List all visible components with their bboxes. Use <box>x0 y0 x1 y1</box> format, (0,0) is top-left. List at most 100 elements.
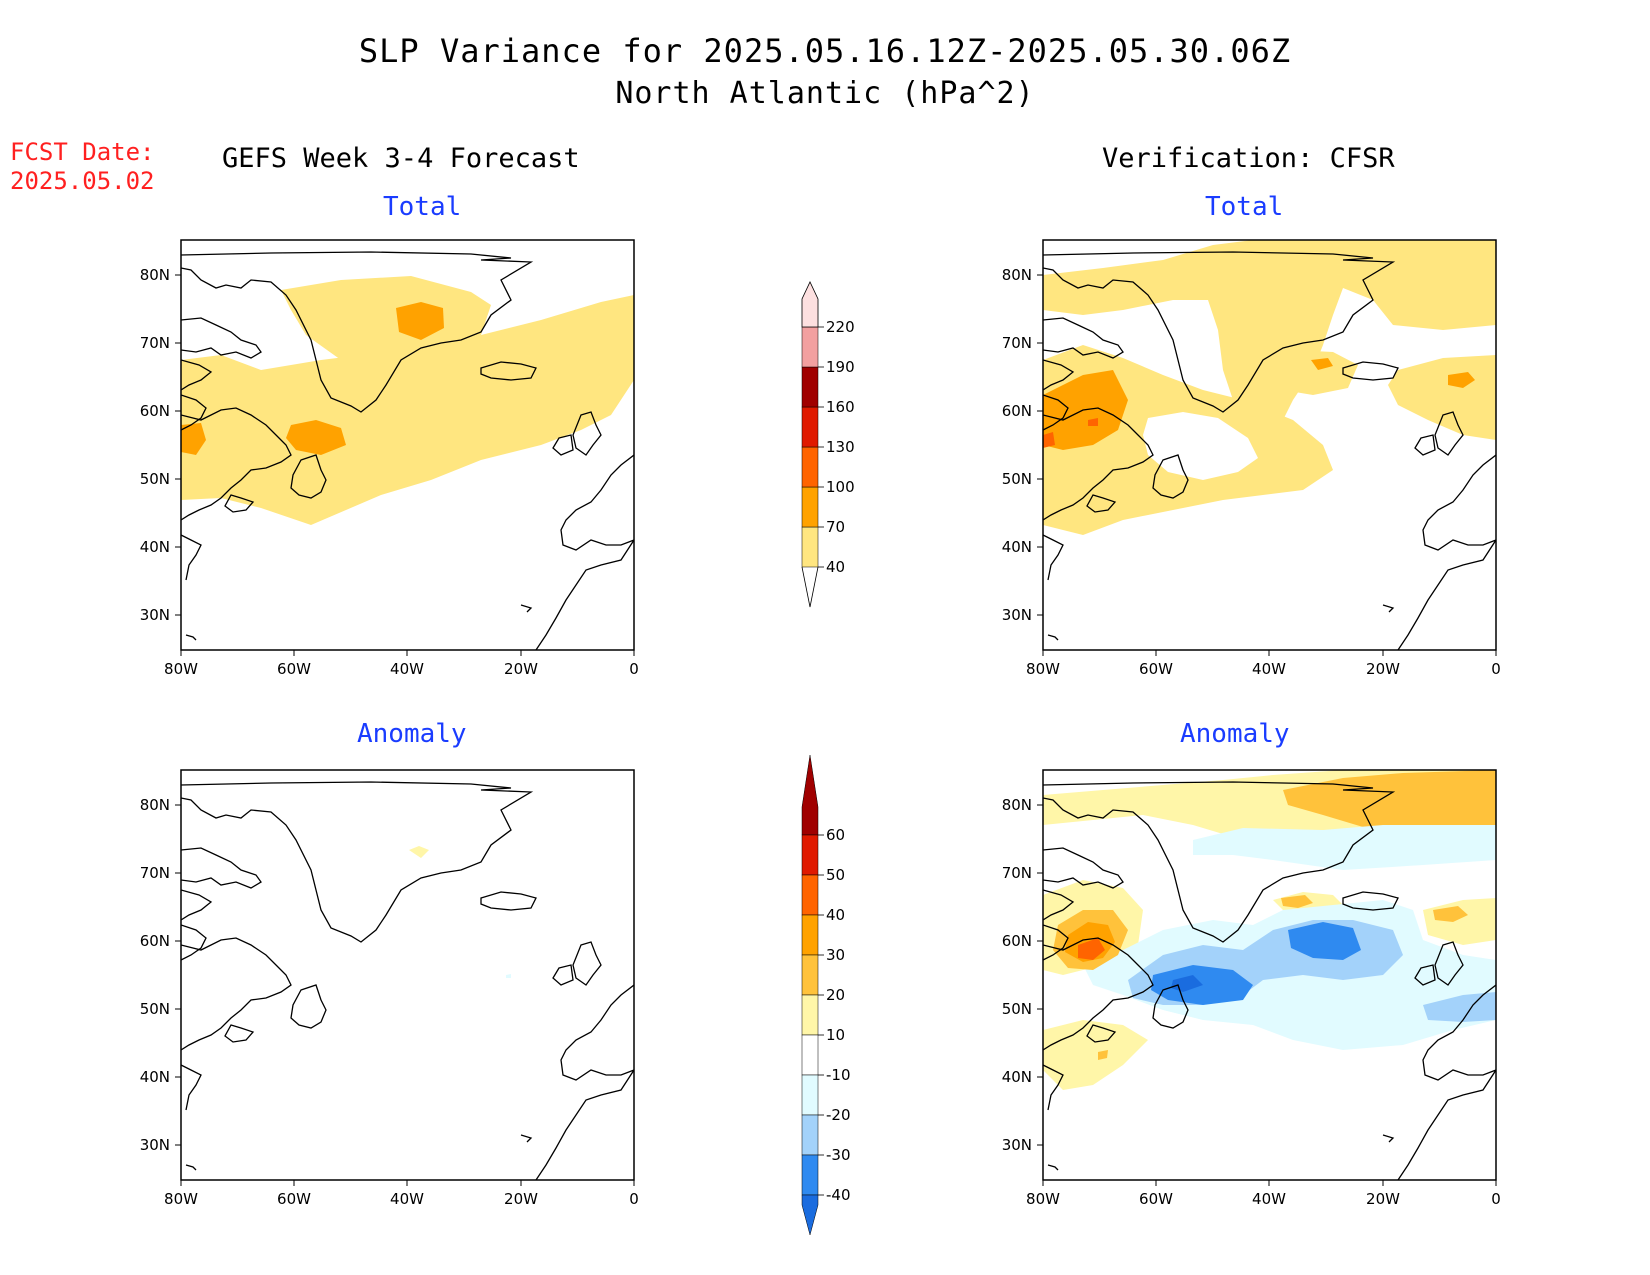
colorbar-total-segment <box>801 281 819 328</box>
colorbar-total: 40 70 100 130 160 190 220 <box>801 281 855 608</box>
verif-total-lon-label: 80W <box>1026 660 1060 678</box>
fcst-anom-lat-label: 70N <box>140 864 170 882</box>
verif-total-lon-label: 40W <box>1252 660 1286 678</box>
main-subtitle: North Atlantic (hPa^2) <box>615 76 1035 111</box>
colorbar-total-segment <box>801 406 819 448</box>
fcst-anom-shade-neg10 <box>506 974 511 978</box>
verif-total-map <box>1042 239 1497 651</box>
verif-anom-shade-20-d <box>1098 1050 1108 1060</box>
fcst-anom-lon-label: 60W <box>277 1190 311 1208</box>
fcst-anom-lat-label: 80N <box>140 796 170 814</box>
left-column-header: GEFS Week 3-4 Forecast <box>222 143 580 174</box>
colorbar-anomaly-label: 60 <box>826 826 845 844</box>
fcst-total-lat-label: 30N <box>140 606 170 624</box>
verif-anom-lon-label: 60W <box>1139 1190 1173 1208</box>
fcst-total-lat-label: 50N <box>140 470 170 488</box>
fcst-anom-lat-label: 50N <box>140 1000 170 1018</box>
forecast-anomaly-frame <box>180 769 635 1181</box>
verif-anom-shade-40-a <box>1078 938 1105 960</box>
verif-anom-lat-label: 50N <box>1002 1000 1032 1018</box>
verif-total-shade-40-north <box>1043 240 1496 420</box>
colorbar-anomaly-segment <box>801 754 819 836</box>
verif-anom-lat-label: 30N <box>1002 1136 1032 1154</box>
panel-title-verif-total: Total <box>1205 192 1284 222</box>
colorbar-anomaly-segment <box>801 1114 819 1156</box>
verif-anom-shade-neg10-north <box>1193 825 1496 870</box>
verif-total-lat-label: 30N <box>1002 606 1032 624</box>
colorbar-total-label: 220 <box>826 318 855 336</box>
verif-total-lon-label: 60W <box>1139 660 1173 678</box>
verif-total-lat-label: 50N <box>1002 470 1032 488</box>
colorbar-total-label: 100 <box>826 478 855 496</box>
axes-layer: 80N 70N 60N 50N 40N 30N 80W 60W 40W 20W 0 80N 70N 60N… <box>140 266 1501 1208</box>
fcst-total-lon-label: 60W <box>277 660 311 678</box>
verif-total-shade-70-b <box>1311 358 1333 370</box>
colorbar-anomaly-label: 40 <box>826 906 845 924</box>
fcst-total-lat-label: 40N <box>140 538 170 556</box>
fcst-date: 2025.05.02 <box>10 167 155 195</box>
fcst-total-shade-70-c <box>181 423 206 455</box>
verif-anom-lon-label: 40W <box>1252 1190 1286 1208</box>
panel-title-verif-anomaly: Anomaly <box>1180 719 1290 749</box>
colorbar-anomaly-label: 50 <box>826 866 845 884</box>
verif-anom-lat-label: 60N <box>1002 932 1032 950</box>
verif-total-lon-label: 20W <box>1366 660 1400 678</box>
fcst-total-lat-label: 70N <box>140 334 170 352</box>
fcst-anom-lon-label: 40W <box>390 1190 424 1208</box>
main-title: SLP Variance for 2025.05.16.12Z-2025.05.… <box>358 32 1292 70</box>
fcst-total-lon-label: 40W <box>390 660 424 678</box>
fcst-anom-lat-label: 60N <box>140 932 170 950</box>
verif-anom-lon-label: 20W <box>1366 1190 1400 1208</box>
forecast-total-map <box>180 239 635 651</box>
verif-total-shade-70-c <box>1448 372 1475 388</box>
fcst-total-lon-label: 0 <box>629 660 639 678</box>
verif-anom-shade-10-coast <box>1043 1020 1148 1090</box>
colorbar-anomaly-segment <box>801 1154 819 1196</box>
colorbar-total-label: 40 <box>826 558 845 576</box>
colorbar-anomaly-label: 20 <box>826 986 845 1004</box>
fcst-anom-lon-label: 20W <box>504 1190 538 1208</box>
colorbar-anomaly-segment <box>801 994 819 1036</box>
colorbar-anomaly-segment <box>801 1034 819 1076</box>
colorbar-anomaly-segment <box>801 914 819 956</box>
colorbar-total-segment <box>801 366 819 408</box>
verif-total-hole-labrador <box>1143 412 1258 480</box>
fcst-date-label: FCST Date: 2025.05.02 <box>10 138 155 196</box>
colorbar-total-lower-arrow <box>801 566 819 608</box>
verif-anom-lat-label: 40N <box>1002 1068 1032 1086</box>
fcst-total-shade-70-b <box>286 420 346 455</box>
fcst-anom-shade-10 <box>409 846 429 858</box>
panel-title-forecast-anomaly: Anomaly <box>357 719 467 749</box>
verif-anom-shade-20-b <box>1281 895 1313 908</box>
fcst-total-lon-label: 80W <box>164 660 198 678</box>
colorbar-anomaly-segment <box>801 1194 819 1236</box>
fcst-label: FCST Date: <box>10 138 155 166</box>
verif-total-lon-label: 0 <box>1491 660 1501 678</box>
verif-anom-shade-10-east <box>1423 898 1496 945</box>
fcst-anom-lon-label: 0 <box>629 1190 639 1208</box>
colorbar-anomaly-label: 30 <box>826 946 845 964</box>
colorbar-total-segment <box>801 526 819 568</box>
fcst-total-lon-label: 20W <box>504 660 538 678</box>
colorbar-anomaly-segment <box>801 954 819 996</box>
colorbar-anomaly-label: -40 <box>826 1186 851 1204</box>
verif-total-shade-100-b <box>1043 432 1055 448</box>
fcst-anom-lat-label: 30N <box>140 1136 170 1154</box>
fcst-total-lat-label: 80N <box>140 266 170 284</box>
colorbar-total-label: 130 <box>826 438 855 456</box>
colorbar-anomaly-segment <box>801 1074 819 1116</box>
verif-anom-lon-label: 80W <box>1026 1190 1060 1208</box>
fcst-anom-lat-label: 40N <box>140 1068 170 1086</box>
verif-anom-lon-label: 0 <box>1491 1190 1501 1208</box>
colorbar-total-segment <box>801 326 819 368</box>
verif-total-shade-40-east <box>1388 355 1496 440</box>
verif-total-lat-label: 60N <box>1002 402 1032 420</box>
verif-total-shade-100-a <box>1088 418 1098 426</box>
verif-anom-shade-20-c <box>1433 906 1468 922</box>
fcst-total-shade-40-greenland <box>281 276 491 370</box>
verif-anom-lat-label: 70N <box>1002 864 1032 882</box>
fcst-total-lat-label: 60N <box>140 402 170 420</box>
verif-total-lat-label: 80N <box>1002 266 1032 284</box>
colorbar-anomaly-label: -20 <box>826 1106 851 1124</box>
colorbar-total-segment <box>801 486 819 528</box>
